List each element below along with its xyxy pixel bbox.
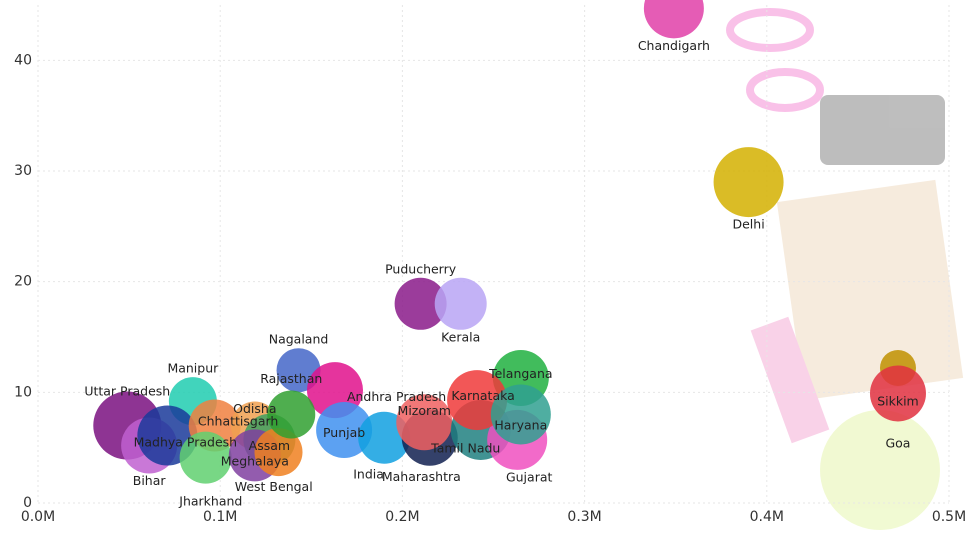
x-tick-label: 0.0M	[21, 509, 55, 525]
bubble-label: Manipur	[167, 361, 219, 376]
bubble-label: Nagaland	[269, 332, 329, 347]
bubble	[179, 431, 232, 484]
y-tick-label: 20	[14, 274, 32, 290]
bubble-label: Bihar	[133, 473, 167, 488]
bubble-label: Chandigarh	[638, 38, 710, 53]
bubble-label: Haryana	[494, 417, 547, 432]
bubble-label: Tamil Nadu	[430, 440, 500, 455]
y-tick-label: 30	[14, 163, 32, 179]
bubble-label: Maharashtra	[382, 469, 461, 484]
bubble	[713, 147, 784, 218]
bubble-label: Karnataka	[451, 388, 514, 403]
bubble-label: Goa	[885, 435, 910, 450]
bubble-label: Jharkhand	[178, 493, 242, 508]
bubble-label: Chhattisgarh	[198, 414, 278, 429]
bubble-label: Telangana	[488, 366, 552, 381]
bubble-label: Mizoram	[398, 403, 451, 418]
bubble-label: Delhi	[732, 217, 764, 232]
bubble	[316, 401, 373, 458]
bubble-label: Meghalaya	[221, 454, 289, 469]
bubble	[643, 0, 704, 39]
x-tick-label: 0.1M	[203, 509, 237, 525]
bubble-label: Kerala	[441, 329, 480, 344]
bubble-label: Sikkim	[877, 393, 919, 408]
bubble-label: Odisha	[233, 401, 276, 416]
x-tick-label: 0.5M	[932, 509, 966, 525]
bubble-label: Punjab	[323, 425, 365, 440]
x-tick-label: 0.4M	[750, 509, 784, 525]
bubble-label: Andhra Pradesh	[347, 389, 446, 404]
bubble-label: Uttar Pradesh	[84, 383, 170, 398]
bubble-label: Madhya Pradesh	[134, 435, 238, 450]
y-tick-label: 40	[14, 52, 32, 68]
bubble	[434, 277, 487, 330]
background-decoration	[726, 8, 964, 530]
bubble-label: Assam	[249, 438, 290, 453]
bubble-label: Puducherry	[385, 261, 457, 276]
bubble-label: Gujarat	[506, 469, 553, 484]
bubble	[254, 428, 303, 477]
y-tick-label: 0	[23, 495, 32, 511]
y-tick-label: 10	[14, 384, 32, 400]
bubble	[490, 384, 551, 445]
bubble-label: India	[353, 467, 384, 482]
bubble-label: West Bengal	[235, 479, 313, 494]
bubble	[394, 277, 447, 330]
bubble	[267, 390, 316, 439]
bubble	[869, 365, 926, 422]
x-tick-label: 0.3M	[567, 509, 601, 525]
x-tick-label: 0.2M	[385, 509, 419, 525]
bubble	[396, 394, 453, 451]
bubble-label: Rajasthan	[260, 371, 322, 386]
